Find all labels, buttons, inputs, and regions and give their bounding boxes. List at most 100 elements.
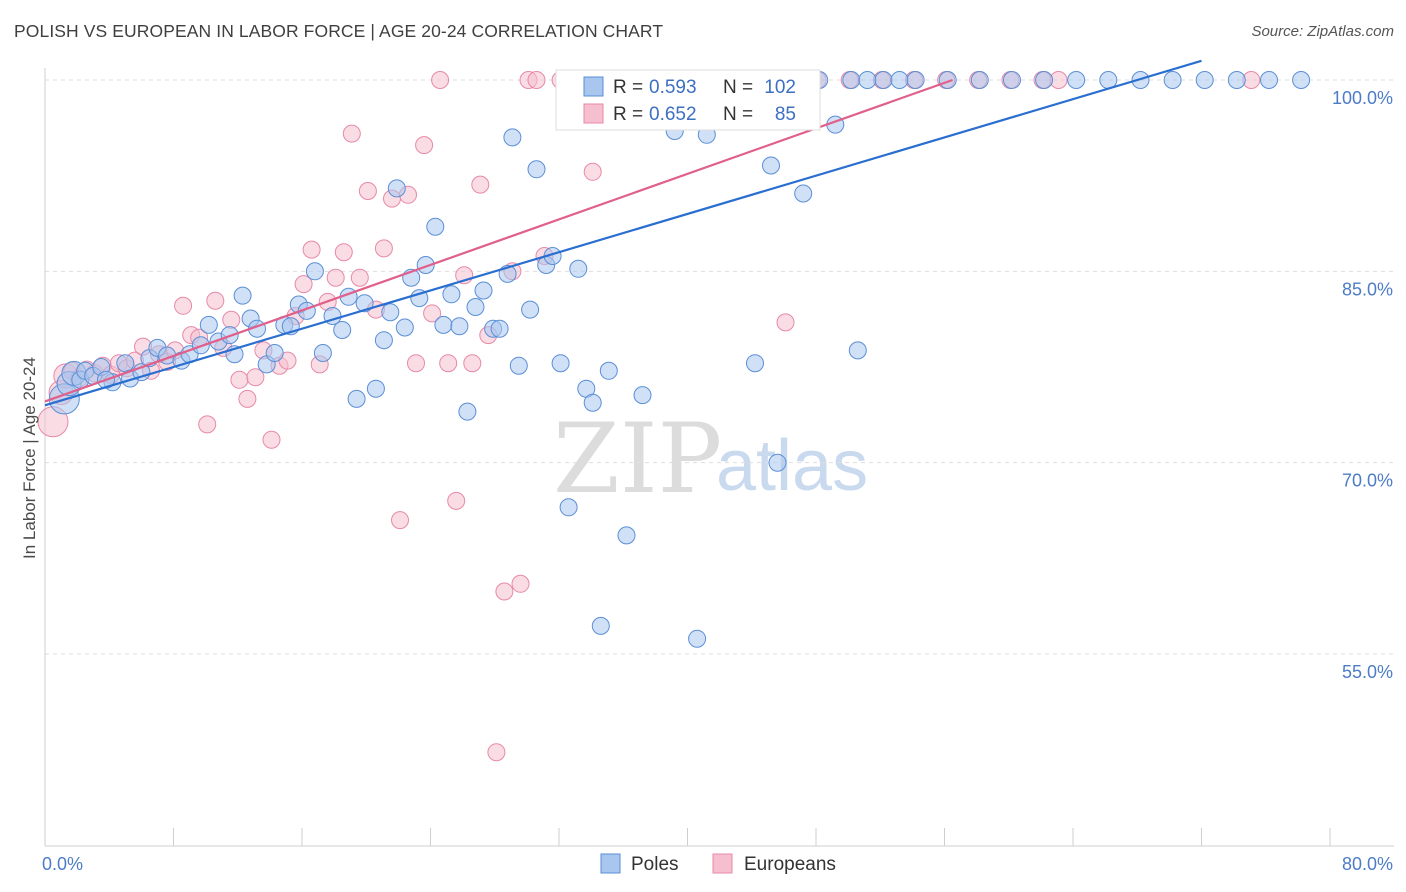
poles-point [387, 179, 406, 198]
gridlines [45, 79, 1394, 655]
poles-point [1195, 71, 1214, 89]
europeans-point [415, 136, 434, 155]
poles-point [366, 379, 385, 398]
poles-point [1035, 71, 1054, 89]
poles-point [410, 289, 429, 308]
europeans-point [302, 240, 321, 259]
poles-point [233, 286, 252, 305]
europeans-point [174, 296, 193, 315]
poles-point [474, 281, 493, 300]
europeans-point [230, 370, 249, 389]
europeans-trend-line [44, 78, 953, 403]
y-tick-label: 70.0% [1342, 471, 1393, 491]
legend-europeans-n-value: 85 [775, 104, 796, 125]
legend-bottom-poles-swatch [600, 853, 621, 874]
europeans-point [407, 354, 425, 373]
y-tick-label: 100.0% [1332, 88, 1393, 108]
poles-point [842, 71, 861, 89]
europeans-point [487, 743, 506, 762]
watermark-atlas: atlas [716, 426, 868, 506]
watermark-zip: ZIP [553, 403, 722, 515]
x-tick-label-max: 80.0% [1342, 854, 1393, 874]
legend-europeans-n-label: N = [723, 104, 753, 125]
legend-top: R = 0.593 N = 102 R = 0.652 N = 85 [555, 69, 821, 131]
poles-point [746, 354, 764, 373]
axes [44, 68, 1394, 847]
europeans-point [776, 313, 795, 332]
y-tick-label: 55.0% [1342, 662, 1393, 682]
europeans-point [350, 268, 369, 287]
poles-point [591, 616, 610, 635]
poles-trend-line [44, 59, 1202, 407]
poles-point [313, 344, 332, 362]
poles-point [450, 317, 469, 336]
poles-point [381, 303, 400, 322]
europeans-point [495, 582, 514, 601]
europeans-point [391, 511, 409, 530]
poles-point [794, 184, 813, 203]
legend-poles-r-label: R = [613, 77, 643, 98]
poles-point [347, 389, 366, 408]
poles-point [768, 453, 787, 472]
legend-poles-n-value: 102 [764, 77, 796, 98]
legend-bottom-europeans-label: Europeans [744, 854, 836, 875]
poles-point [466, 298, 485, 316]
europeans-point [342, 124, 361, 143]
poles-point [848, 341, 867, 360]
poles-point [355, 294, 374, 313]
poles-point [858, 71, 877, 89]
europeans-point [358, 182, 377, 200]
poles-point [374, 331, 393, 350]
chart-title: POLISH VS EUROPEAN IN LABOR FORCE | AGE … [14, 21, 664, 41]
europeans-point [206, 291, 225, 310]
europeans-point [527, 71, 546, 89]
x-axis-ticks [173, 828, 1331, 846]
poles-point [617, 526, 636, 545]
y-tick-label: 85.0% [1342, 279, 1393, 299]
poles-point [906, 71, 925, 89]
y-axis-label: In Labor Force | Age 20-24 [20, 357, 39, 559]
legend-bottom: Poles Europeans [600, 853, 836, 875]
europeans-point [583, 162, 602, 181]
europeans-point [334, 243, 353, 262]
poles-point [1163, 71, 1182, 89]
europeans-point [262, 430, 281, 449]
poles-point [633, 386, 652, 405]
europeans-point [431, 71, 450, 89]
poles-point [521, 300, 540, 319]
poles-points [48, 71, 1311, 648]
poles-point [490, 319, 509, 338]
poles-point [458, 402, 477, 421]
poles-point [199, 315, 218, 334]
poles-point [527, 160, 546, 179]
europeans-point [463, 354, 482, 373]
poles-point [890, 71, 909, 89]
europeans-point [423, 304, 442, 323]
legend-bottom-poles-label: Poles [631, 854, 679, 875]
poles-point [1227, 71, 1246, 89]
poles-point [583, 393, 602, 412]
europeans-point [471, 175, 490, 194]
poles-point [762, 156, 780, 175]
trend-lines [44, 59, 1202, 407]
poles-point [116, 354, 135, 373]
x-tick-label-min: 0.0% [42, 854, 83, 874]
poles-point [559, 498, 578, 517]
y-tick-labels: 55.0% 70.0% 85.0% 100.0% [1332, 88, 1393, 682]
poles-point [1260, 71, 1278, 89]
europeans-point [246, 368, 265, 387]
poles-point [265, 344, 284, 362]
europeans-point [198, 415, 217, 434]
poles-point [509, 356, 528, 375]
poles-point [333, 321, 352, 339]
europeans-point [238, 389, 257, 408]
poles-point [569, 259, 588, 278]
europeans-point [294, 275, 313, 294]
poles-point [551, 354, 570, 373]
poles-point [1292, 71, 1311, 89]
europeans-point [447, 491, 466, 510]
source-label: Source: ZipAtlas.com [1251, 23, 1394, 40]
poles-point [1067, 71, 1086, 89]
europeans-point [511, 574, 530, 593]
